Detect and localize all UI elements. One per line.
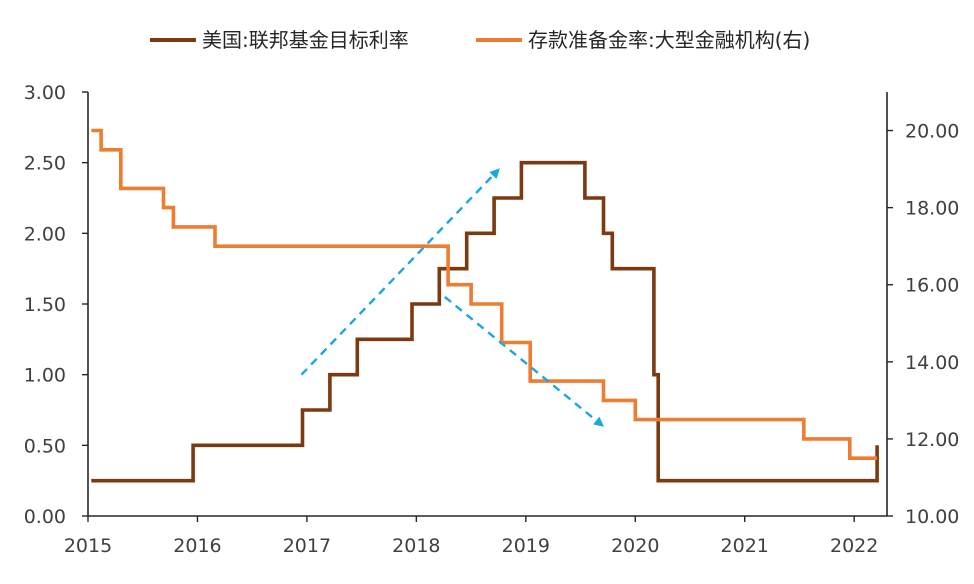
right-y-tick-label: 18.00 bbox=[905, 198, 959, 220]
left-y-axis-ticks: 0.00 0.50 1.00 1.50 2.00 2.50 3.00 bbox=[24, 82, 88, 528]
x-axis-ticks: 2015 2016 2017 2018 2019 2020 2021 2022 bbox=[64, 516, 878, 557]
x-tick-label: 2016 bbox=[173, 535, 221, 557]
left-y-tick-label: 1.50 bbox=[24, 294, 66, 316]
x-tick-label: 2019 bbox=[502, 535, 550, 557]
x-tick-label: 2022 bbox=[830, 535, 878, 557]
legend-label-rrr: 存款准备金率:大型金融机构(右) bbox=[528, 28, 810, 52]
series-line-fed-rate bbox=[91, 160, 879, 483]
trend-arrow-up bbox=[300, 168, 500, 376]
x-tick-label: 2018 bbox=[392, 535, 440, 557]
x-tick-label: 2020 bbox=[611, 535, 659, 557]
left-y-tick-label: 0.50 bbox=[24, 435, 66, 457]
x-tick-label: 2015 bbox=[64, 535, 112, 557]
left-y-tick-label: 2.00 bbox=[24, 223, 66, 245]
series-line-rrr bbox=[91, 128, 878, 460]
legend-label-fed-rate: 美国:联邦基金目标利率 bbox=[202, 28, 409, 52]
right-y-tick-label: 12.00 bbox=[905, 429, 959, 451]
legend: 美国:联邦基金目标利率 存款准备金率:大型金融机构(右) bbox=[150, 28, 810, 52]
x-tick-label: 2021 bbox=[721, 535, 769, 557]
right-y-tick-label: 14.00 bbox=[905, 352, 959, 374]
right-y-tick-label: 20.00 bbox=[905, 121, 959, 143]
annotation-layer bbox=[300, 168, 604, 427]
right-y-tick-label: 16.00 bbox=[905, 275, 959, 297]
left-y-tick-label: 1.00 bbox=[24, 365, 66, 387]
right-y-tick-label: 10.00 bbox=[905, 506, 959, 528]
left-y-tick-label: 2.50 bbox=[24, 153, 66, 175]
series-layer bbox=[91, 128, 879, 483]
left-y-tick-label: 0.00 bbox=[24, 506, 66, 528]
left-y-tick-label: 3.00 bbox=[24, 82, 66, 104]
x-tick-label: 2017 bbox=[283, 535, 331, 557]
trend-arrow-down bbox=[444, 296, 604, 427]
right-y-axis-ticks: 10.00 12.00 14.00 16.00 18.00 20.00 bbox=[887, 121, 959, 528]
